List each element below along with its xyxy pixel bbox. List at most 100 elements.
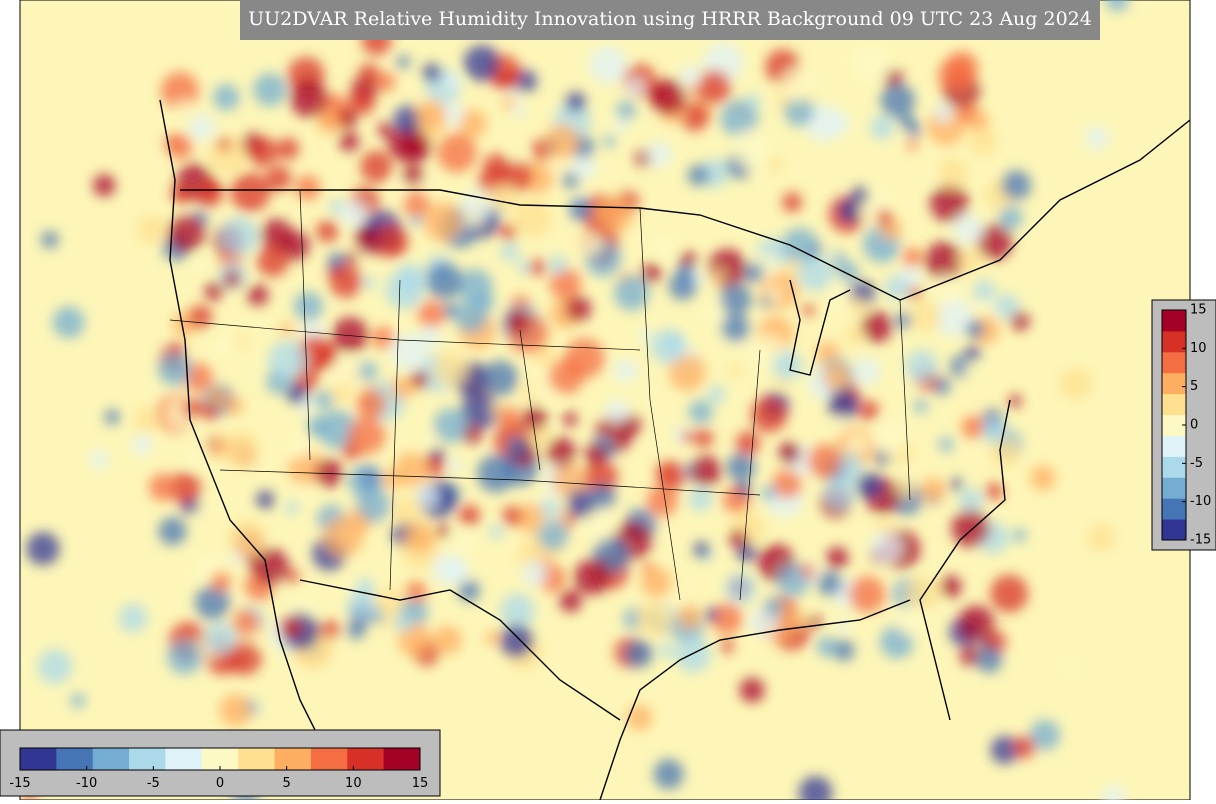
field-blob xyxy=(694,428,714,448)
colorbar-tick-label: 0 xyxy=(1190,418,1198,433)
field-blob xyxy=(707,385,726,404)
field-blob xyxy=(515,502,545,533)
field-blob xyxy=(763,597,784,618)
field-blob xyxy=(766,157,782,173)
field-blob xyxy=(118,603,148,633)
field-blob xyxy=(668,272,697,301)
field-blob xyxy=(293,291,324,321)
state-borders xyxy=(169,189,911,601)
field-blob xyxy=(415,100,447,132)
field-blob xyxy=(502,505,523,526)
field-blob xyxy=(798,776,833,800)
field-blob xyxy=(680,64,701,86)
field-blob xyxy=(826,546,849,569)
field-blob xyxy=(1102,785,1125,800)
field-blob xyxy=(175,99,192,116)
field-blob xyxy=(735,431,760,456)
field-blob xyxy=(513,198,552,238)
field-blob xyxy=(590,483,616,510)
field-blob xyxy=(650,79,687,115)
field-blob xyxy=(529,258,547,276)
colorbar-tick-label: -15 xyxy=(9,776,30,791)
field-blob xyxy=(968,110,989,132)
field-blob xyxy=(314,390,335,411)
field-blob xyxy=(653,759,684,790)
field-blob xyxy=(213,84,240,111)
colorbar-segment xyxy=(56,748,94,770)
field-blob xyxy=(680,102,709,132)
colorbar-segment xyxy=(165,748,203,770)
field-blob xyxy=(895,604,927,637)
colorbar-tick-label: -10 xyxy=(1190,494,1211,509)
field-blob xyxy=(728,363,743,378)
field-blob xyxy=(905,349,939,383)
field-blob xyxy=(817,571,843,597)
field-blob xyxy=(166,133,193,160)
field-blob xyxy=(219,216,259,256)
field-blob xyxy=(169,472,201,504)
field-blob xyxy=(489,524,504,539)
field-blob xyxy=(584,442,607,465)
field-blob xyxy=(641,263,662,283)
boundaries xyxy=(159,99,1190,800)
field-blob xyxy=(447,457,463,473)
field-blob xyxy=(296,481,314,499)
field-blob xyxy=(964,345,981,362)
field-blob xyxy=(433,408,469,443)
field-blob xyxy=(285,501,299,515)
field-blob xyxy=(739,677,765,703)
field-blob xyxy=(332,317,369,354)
field-blob xyxy=(522,559,549,586)
field-blob xyxy=(823,477,856,510)
field-blob xyxy=(204,282,224,301)
field-blob xyxy=(872,421,907,456)
colorbar-segment xyxy=(1162,498,1186,520)
field-blob xyxy=(52,306,85,339)
field-blob xyxy=(990,735,1019,764)
field-blob xyxy=(965,319,985,339)
field-blob xyxy=(1030,465,1056,491)
field-blob xyxy=(876,209,893,226)
field-blob xyxy=(496,68,519,91)
field-blob xyxy=(454,299,488,333)
field-blob xyxy=(998,205,1023,230)
field-blob xyxy=(463,208,484,229)
field-blob xyxy=(213,334,236,357)
field-blob xyxy=(641,567,672,598)
field-blob xyxy=(458,109,488,138)
field-blob xyxy=(831,416,849,434)
field-blob xyxy=(1087,524,1116,552)
field-blob xyxy=(626,704,653,731)
field-blob xyxy=(170,341,184,356)
field-blob xyxy=(933,103,954,124)
field-blob xyxy=(387,125,424,162)
field-blob xyxy=(201,403,218,421)
field-blob xyxy=(394,452,429,487)
field-blob xyxy=(136,214,167,244)
field-blob xyxy=(780,227,819,266)
field-blob xyxy=(227,641,262,676)
field-blob xyxy=(391,376,415,400)
field-blob xyxy=(787,258,802,273)
field-blob xyxy=(451,529,476,554)
field-blob xyxy=(772,468,803,499)
colorbar-segment xyxy=(238,748,276,770)
field-blob xyxy=(949,478,963,491)
field-blob xyxy=(329,199,345,215)
field-blob xyxy=(26,531,60,566)
field-blob xyxy=(1085,126,1109,150)
field-blob xyxy=(461,391,499,430)
field-blob xyxy=(500,242,520,262)
field-blob xyxy=(230,172,271,212)
colorbar-tick-label: 0 xyxy=(216,776,224,791)
field-blob xyxy=(416,485,440,508)
field-blob xyxy=(744,149,770,175)
colorbar-tick-label: -5 xyxy=(147,776,160,791)
field-blob xyxy=(188,304,213,329)
field-blob xyxy=(902,247,923,268)
colorbars: -15 -10 -5 0 5 10 15 -15 -10 -5 0 5 10 15 xyxy=(9,303,1211,792)
field-blob xyxy=(960,645,981,666)
colorbar-segment xyxy=(1162,310,1186,332)
field-blob xyxy=(958,487,984,513)
field-blob xyxy=(70,693,86,709)
